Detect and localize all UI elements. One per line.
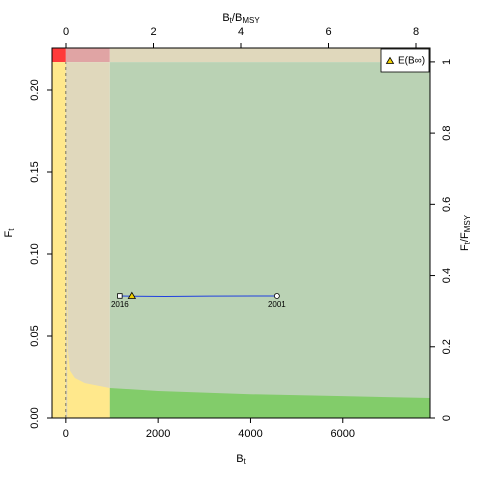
zone-grey-green: [109, 62, 430, 418]
zone-tan-top: [109, 48, 430, 63]
y-tick-label: 0.10: [29, 243, 41, 264]
zones: [52, 48, 430, 418]
label-text: B: [222, 12, 229, 24]
start-label: 2001: [268, 300, 286, 309]
label-text: /B: [232, 12, 242, 24]
zone-green: [109, 387, 430, 418]
label-text: F: [459, 244, 471, 251]
zone-yellow: [67, 89, 110, 418]
start-point: [273, 293, 280, 299]
label-subscript: t: [7, 228, 16, 231]
x2-axis-label: Bt/BMSY: [222, 12, 260, 25]
x-axis-label: Bt: [236, 453, 246, 466]
zone-pink: [65, 48, 110, 63]
x-tick-label: 6000: [331, 428, 355, 440]
label-text: B: [236, 453, 243, 465]
y2-tick-label: 0: [441, 415, 453, 421]
label-subscript: MSY: [242, 16, 260, 25]
foreground: 2001 2016 0 2000 4000 6000 0 2 4 6 8 0.00 0.05 0.10 0.…: [3, 12, 472, 466]
x2-tick-label: 2: [150, 26, 156, 38]
x2-tick-label: 4: [238, 26, 244, 38]
label-subscript: t: [230, 16, 233, 25]
zone-tan: [65, 62, 110, 418]
end-point: [117, 293, 123, 299]
legend-box: [380, 48, 430, 73]
label-text: F: [3, 230, 15, 237]
x2-tick-label: 0: [63, 26, 69, 38]
y2-tick-label: 0.2: [441, 339, 453, 354]
y-axis-label: Ft: [3, 228, 16, 238]
zone-red: [52, 48, 66, 63]
x-tick-label: 0: [63, 428, 69, 440]
legend-label: E(B∞): [398, 56, 425, 67]
end-label: 2016: [111, 300, 129, 309]
legend-symbol: [385, 56, 395, 64]
x2-tick-label: 8: [413, 26, 419, 38]
x2-tick-label: 6: [325, 26, 331, 38]
x-tick-label: 4000: [238, 428, 262, 440]
label-subscript: MSY: [463, 214, 472, 232]
y2-tick-label: 0.4: [441, 268, 453, 283]
label-subscript: t: [244, 457, 247, 466]
equilibrium-point: [127, 291, 137, 299]
y2-tick-label: 0.8: [441, 125, 453, 140]
y-tick-label: 0.05: [29, 325, 41, 346]
label-text: /F: [459, 232, 471, 242]
y-tick-label: 0.20: [29, 79, 41, 100]
zone-yellow-left: [52, 62, 66, 418]
y-tick-label: 0.15: [29, 161, 41, 182]
x-tick-label: 2000: [146, 428, 170, 440]
y2-tick-label: 0.6: [441, 197, 453, 212]
y-tick-label: 0.00: [29, 407, 41, 428]
label-subscript: t: [463, 241, 472, 244]
y2-axis-label: Ft/FMSY: [459, 214, 472, 251]
y2-tick-label: 1: [441, 59, 453, 65]
